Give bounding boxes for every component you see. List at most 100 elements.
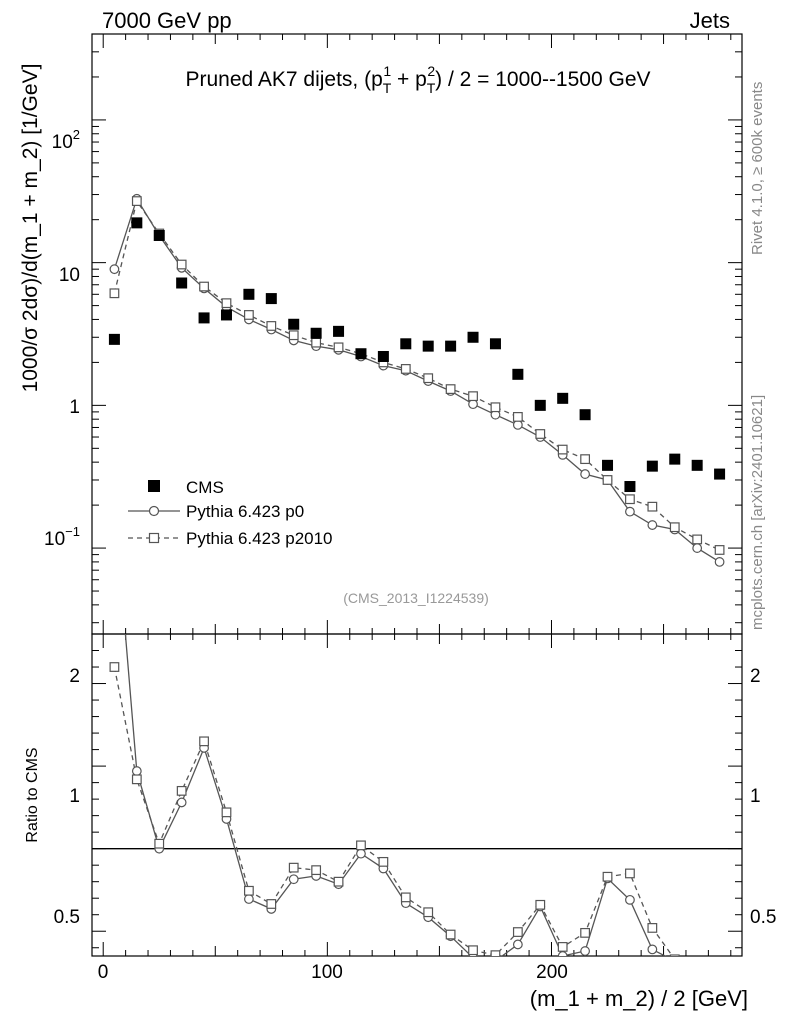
point-cms — [265, 293, 277, 305]
y-tick-label-100: 102 — [52, 127, 80, 153]
point-cms — [602, 459, 614, 471]
ratio-point-p2010 — [468, 945, 478, 956]
ratio-point-p0 — [580, 946, 591, 956]
ratio-panel-frame — [91, 633, 743, 957]
ratio-point-p2010 — [400, 892, 411, 903]
point-cms — [176, 277, 188, 289]
ratio-point-p0 — [131, 766, 142, 776]
legend-label-p0: Pythia 6.423 p0 — [186, 502, 304, 521]
ratio-point-p2010 — [669, 954, 680, 956]
point-cms — [422, 340, 434, 352]
ratio-series — [92, 498, 742, 979]
ratio-point-p0 — [110, 498, 119, 507]
ratio-point-p0 — [647, 944, 658, 955]
ratio-tick-label-2-left: 2 — [69, 666, 80, 687]
point-p2010 — [333, 342, 344, 353]
legend-label-cms: CMS — [186, 478, 224, 497]
point-p0 — [512, 419, 523, 430]
point-cms — [288, 318, 300, 330]
rivet-version-label: Rivet 4.1.0, ≥ 600k events — [749, 82, 766, 255]
ratio-point-p0 — [491, 957, 500, 966]
point-cms — [534, 399, 546, 411]
x-tick-label-200: 200 — [536, 962, 568, 983]
ratio-tick-label-0-5-left: 0.5 — [54, 907, 80, 928]
y-tick-label-0-1: 10−1 — [44, 524, 80, 550]
ratio-point-p0 — [288, 874, 299, 885]
series-line-p2010 — [113, 199, 720, 551]
ratio-line-p0 — [124, 634, 667, 956]
legend-marker-p0 — [148, 505, 160, 517]
ratio-point-p2010 — [221, 807, 232, 818]
ratio-point-p0 — [715, 970, 724, 979]
ratio-point-p2010 — [557, 942, 568, 952]
x-tick-labels: 0 100 200 — [98, 962, 568, 983]
x-tick-label-0: 0 — [98, 962, 109, 983]
point-p2010 — [199, 281, 209, 292]
point-p2010 — [445, 384, 456, 394]
point-p2010 — [647, 501, 658, 512]
point-cms — [400, 338, 412, 350]
point-p2010 — [288, 330, 299, 341]
point-p0 — [714, 557, 725, 567]
point-cms — [355, 348, 367, 360]
ratio-point-p0 — [625, 894, 635, 905]
point-p2010 — [512, 412, 523, 422]
point-cms — [691, 459, 703, 471]
ratio-point-p0 — [693, 967, 702, 976]
ratio-tick-label-1-right: 1 — [750, 786, 761, 807]
ratio-point-p2010 — [423, 907, 434, 918]
ratio-point-p2010 — [693, 960, 702, 969]
point-p2010 — [692, 534, 703, 545]
point-cms — [624, 481, 636, 493]
ratio-point-p0 — [356, 848, 366, 859]
point-cms — [557, 392, 569, 404]
ratio-tick-label-0-5-right: 0.5 — [750, 907, 776, 928]
point-p0 — [647, 520, 658, 530]
ratio-point-p2010 — [199, 736, 209, 747]
point-p2010 — [714, 545, 725, 555]
point-p2010 — [625, 494, 635, 505]
legend-marker-cms — [148, 480, 160, 492]
x-tick-label-100: 100 — [311, 962, 343, 983]
ratio-point-p2010 — [512, 927, 523, 937]
mcplots-label: mcplots.cern.ch [arXiv:2401.10621] — [749, 395, 766, 630]
ratio-point-p2010 — [445, 929, 456, 940]
series-line-p0 — [113, 197, 720, 563]
ratio-point-p2010 — [378, 856, 389, 867]
point-cms — [445, 340, 457, 352]
ratio-point-p2010 — [266, 899, 277, 909]
point-cms — [377, 350, 389, 362]
main-y-axis-label: 1000/σ 2dσ)/d(m_1 + m_2) [1/GeV] — [19, 64, 42, 393]
ratio-y-axis-label: Ratio to CMS — [24, 747, 41, 842]
legend-label-p2010: Pythia 6.423 p2010 — [186, 529, 333, 548]
point-cms — [220, 309, 232, 321]
ratio-tick-label-1-left: 1 — [69, 786, 80, 807]
point-p0 — [109, 264, 120, 275]
ratio-point-p2010 — [535, 899, 546, 910]
legend-marker-p2010 — [148, 532, 160, 544]
point-cms — [669, 453, 681, 465]
point-p0 — [468, 399, 478, 410]
point-p2010 — [400, 364, 411, 374]
ratio-point-p2010 — [311, 865, 322, 876]
point-p2010 — [557, 444, 568, 455]
point-p2010 — [176, 259, 187, 270]
ratio-point-p2010 — [243, 885, 254, 896]
point-p2010 — [423, 373, 434, 384]
point-cms — [108, 333, 120, 345]
ratio-point-p2010 — [131, 774, 142, 785]
point-p2010 — [311, 337, 322, 348]
ratio-point-p2010 — [602, 871, 613, 882]
point-cms — [243, 288, 255, 300]
ratio-tick-label-2-right: 2 — [750, 666, 761, 687]
point-p2010 — [580, 454, 591, 465]
point-cms — [153, 229, 165, 241]
ratio-point-p0 — [176, 797, 187, 808]
point-p2010 — [221, 298, 232, 309]
point-cms — [579, 409, 591, 421]
ratio-point-p2010 — [333, 876, 344, 887]
point-cms — [333, 325, 345, 337]
point-p2010 — [243, 310, 254, 320]
point-cms — [512, 368, 524, 380]
point-p2010 — [266, 321, 277, 331]
